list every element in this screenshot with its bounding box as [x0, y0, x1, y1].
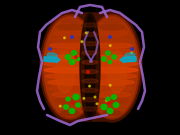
Ellipse shape [82, 98, 98, 102]
Ellipse shape [85, 15, 95, 119]
Ellipse shape [107, 51, 127, 93]
Ellipse shape [99, 104, 125, 110]
Ellipse shape [82, 51, 98, 55]
Ellipse shape [94, 96, 96, 98]
Ellipse shape [106, 97, 110, 101]
Ellipse shape [59, 105, 61, 107]
Ellipse shape [94, 37, 130, 42]
Ellipse shape [50, 43, 90, 48]
Ellipse shape [90, 80, 134, 85]
Ellipse shape [46, 55, 94, 61]
Ellipse shape [125, 53, 135, 57]
Ellipse shape [101, 104, 107, 110]
Ellipse shape [40, 12, 100, 122]
Ellipse shape [52, 92, 88, 97]
Ellipse shape [92, 43, 132, 48]
Ellipse shape [76, 103, 80, 107]
Ellipse shape [82, 12, 142, 122]
Ellipse shape [86, 17, 138, 117]
Ellipse shape [131, 48, 133, 50]
Ellipse shape [92, 86, 132, 91]
Ellipse shape [96, 103, 98, 104]
Ellipse shape [88, 55, 136, 61]
Ellipse shape [89, 85, 90, 87]
Ellipse shape [47, 53, 57, 57]
Ellipse shape [113, 102, 119, 107]
Ellipse shape [108, 60, 112, 64]
Ellipse shape [69, 60, 75, 64]
Ellipse shape [52, 37, 88, 42]
Ellipse shape [88, 73, 136, 79]
Ellipse shape [61, 110, 79, 116]
Ellipse shape [81, 41, 83, 42]
Ellipse shape [116, 104, 118, 106]
Ellipse shape [44, 67, 96, 73]
Ellipse shape [66, 97, 70, 101]
Ellipse shape [55, 51, 75, 93]
Ellipse shape [87, 71, 89, 73]
Ellipse shape [50, 86, 90, 91]
Ellipse shape [72, 102, 74, 104]
Ellipse shape [82, 23, 98, 27]
Ellipse shape [61, 18, 79, 24]
Ellipse shape [69, 109, 75, 113]
Ellipse shape [103, 110, 121, 116]
Ellipse shape [86, 67, 138, 73]
Ellipse shape [64, 37, 65, 39]
FancyArrow shape [44, 57, 60, 63]
Ellipse shape [96, 98, 128, 104]
Ellipse shape [64, 105, 68, 109]
Ellipse shape [82, 107, 98, 111]
Ellipse shape [131, 52, 132, 54]
Ellipse shape [42, 15, 98, 119]
Ellipse shape [109, 36, 111, 38]
Ellipse shape [46, 73, 94, 79]
Ellipse shape [109, 45, 111, 46]
Ellipse shape [54, 98, 86, 104]
Ellipse shape [103, 18, 121, 24]
Ellipse shape [48, 49, 92, 54]
Ellipse shape [82, 60, 98, 64]
Ellipse shape [44, 61, 96, 67]
Ellipse shape [76, 57, 80, 61]
Ellipse shape [86, 61, 138, 67]
Ellipse shape [44, 17, 96, 117]
Ellipse shape [84, 15, 140, 119]
Ellipse shape [82, 42, 98, 46]
Ellipse shape [54, 31, 86, 36]
Ellipse shape [112, 55, 116, 59]
Ellipse shape [83, 97, 85, 99]
Ellipse shape [85, 32, 87, 34]
Ellipse shape [82, 32, 98, 36]
Ellipse shape [82, 88, 98, 92]
FancyArrow shape [120, 57, 136, 63]
FancyBboxPatch shape [80, 13, 114, 121]
Ellipse shape [49, 48, 51, 50]
Ellipse shape [82, 70, 98, 74]
Ellipse shape [96, 31, 128, 36]
Ellipse shape [65, 55, 71, 59]
Ellipse shape [94, 92, 130, 97]
Ellipse shape [57, 104, 83, 110]
Ellipse shape [73, 94, 79, 100]
Ellipse shape [106, 100, 107, 101]
Ellipse shape [106, 51, 110, 55]
Ellipse shape [107, 108, 113, 114]
Ellipse shape [71, 51, 77, 55]
Ellipse shape [90, 49, 134, 54]
Ellipse shape [48, 80, 92, 85]
Ellipse shape [71, 36, 73, 38]
Ellipse shape [112, 95, 116, 99]
Ellipse shape [57, 24, 83, 30]
Ellipse shape [102, 57, 106, 61]
Ellipse shape [108, 102, 110, 104]
Ellipse shape [75, 56, 77, 58]
Ellipse shape [80, 13, 100, 121]
Ellipse shape [72, 61, 74, 62]
Ellipse shape [99, 24, 125, 30]
Ellipse shape [109, 85, 111, 86]
Ellipse shape [82, 79, 98, 83]
